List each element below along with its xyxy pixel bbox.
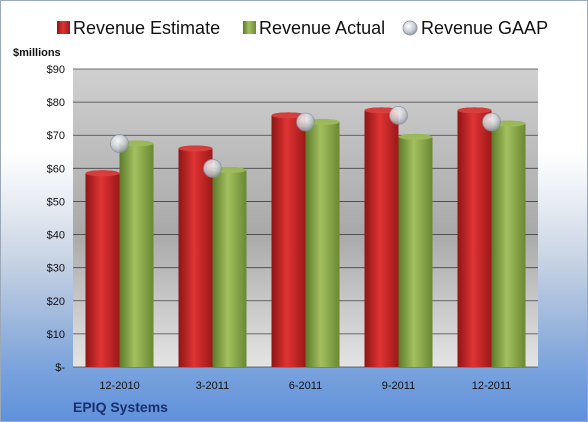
bar-revenue-estimate	[178, 148, 213, 367]
bar-revenue-estimate-top	[271, 112, 306, 119]
bars	[85, 107, 526, 367]
y-tick-label: $40	[47, 230, 65, 242]
legend: Revenue Estimate Revenue Actual Revenue …	[57, 18, 548, 38]
y-tick-label: $50	[47, 196, 65, 208]
y-tick-label: $60	[47, 163, 65, 175]
y-tick-label: $10	[47, 329, 65, 341]
gaap-marker	[110, 134, 129, 153]
unit-label: $millions	[13, 47, 61, 59]
x-tick-label: 6-2011	[289, 380, 322, 392]
bar-revenue-estimate-top	[178, 145, 213, 152]
y-tick-label: $70	[47, 130, 65, 142]
bar-revenue-actual	[491, 123, 526, 367]
legend-label-revenue-estimate: Revenue Estimate	[73, 18, 220, 38]
x-tick-label: 9-2011	[382, 380, 415, 392]
bar-revenue-estimate	[271, 115, 306, 367]
legend-label-revenue-actual: Revenue Actual	[259, 18, 385, 38]
x-tick-label: 12-2010	[99, 380, 139, 392]
legend-label-revenue-gaap: Revenue GAAP	[421, 18, 548, 38]
legend-swatch-revenue-actual	[243, 21, 256, 34]
x-axis: 12-2010 3-2011 6-2011 9-2011 12-2011	[99, 380, 511, 392]
x-tick-label: 12-2011	[472, 380, 512, 392]
bar-revenue-actual	[119, 143, 154, 367]
y-axis: $- $10 $20 $30 $40 $50 $60 $70 $80 $90	[47, 64, 66, 374]
bar-revenue-estimate	[85, 173, 120, 367]
bar-revenue-estimate-top	[85, 170, 120, 177]
x-tick-label: 3-2011	[196, 380, 229, 392]
gaap-marker	[482, 112, 501, 132]
gaap-marker	[389, 105, 408, 125]
y-tick-label: $30	[47, 263, 65, 275]
bar-revenue-actual	[305, 121, 340, 367]
gaap-marker	[296, 112, 315, 132]
y-tick-label: $20	[47, 296, 65, 308]
y-tick-label: $-	[55, 362, 65, 374]
bar-revenue-estimate	[457, 110, 492, 367]
y-tick-label: $90	[47, 64, 65, 76]
gaap-markers	[110, 105, 501, 178]
bar-revenue-actual	[212, 169, 247, 367]
y-tick-label: $80	[47, 97, 65, 109]
bar-revenue-actual-top	[398, 133, 433, 140]
legend-swatch-revenue-estimate	[57, 21, 70, 34]
company-label: EPIQ Systems	[73, 399, 168, 415]
bar-revenue-estimate-top	[457, 107, 492, 114]
bar-revenue-estimate	[364, 110, 399, 367]
legend-swatch-revenue-gaap	[402, 20, 418, 36]
gaap-marker	[203, 158, 222, 178]
bar-revenue-actual	[398, 136, 433, 367]
